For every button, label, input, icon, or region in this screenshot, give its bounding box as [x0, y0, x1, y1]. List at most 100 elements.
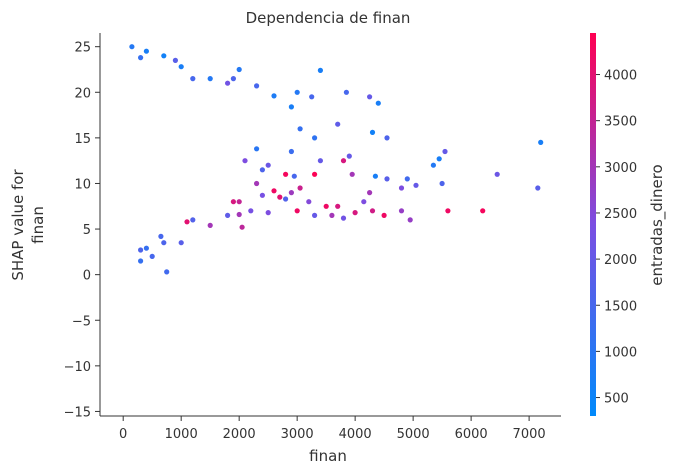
- y-tick-label: −5: [72, 314, 91, 329]
- data-point: [398, 208, 405, 214]
- data-point: [184, 219, 190, 225]
- data-point: [323, 203, 329, 209]
- data-point: [329, 212, 335, 218]
- data-point: [538, 139, 544, 145]
- y-tick-label: 15: [74, 132, 91, 147]
- data-point: [375, 100, 381, 106]
- colorbar-ticks: 500 1000 1500 2000 2500 3000 3500 4000: [596, 69, 637, 407]
- data-point: [143, 48, 149, 54]
- data-point: [271, 188, 277, 194]
- data-point: [436, 156, 442, 162]
- data-point: [335, 203, 341, 209]
- data-point: [297, 185, 303, 191]
- data-point: [367, 94, 373, 100]
- data-point: [494, 171, 500, 177]
- data-point: [259, 192, 265, 198]
- data-point: [312, 212, 318, 218]
- colorbar: [590, 33, 596, 416]
- x-tick-label: 0: [119, 427, 127, 442]
- data-point: [404, 176, 410, 182]
- y-tick-label: −15: [64, 405, 91, 420]
- data-point: [369, 129, 376, 135]
- data-point: [317, 158, 323, 164]
- data-point: [225, 212, 231, 218]
- data-point: [138, 55, 144, 61]
- data-point: [248, 208, 254, 214]
- x-axis-label: finan: [309, 447, 347, 465]
- x-axis-ticks: 0 1000 2000 3000 4000 5000 6000 7000: [119, 416, 546, 442]
- data-point: [254, 146, 260, 152]
- data-point: [306, 199, 312, 205]
- data-point: [335, 121, 341, 127]
- data-point: [535, 185, 541, 191]
- data-point: [161, 240, 167, 246]
- y-tick-label: 0: [83, 269, 91, 284]
- data-point: [349, 171, 355, 177]
- data-point: [340, 158, 347, 164]
- x-tick-label: 3000: [281, 427, 314, 442]
- data-point: [178, 240, 184, 246]
- data-point: [129, 44, 135, 50]
- data-point: [207, 222, 213, 228]
- data-point: [367, 190, 373, 196]
- data-point: [178, 64, 184, 70]
- data-point: [294, 208, 300, 214]
- data-point: [236, 199, 242, 205]
- data-point: [277, 194, 283, 200]
- data-point: [236, 211, 242, 218]
- data-point: [230, 199, 236, 205]
- y-tick-label: 20: [74, 86, 91, 101]
- data-point: [442, 148, 448, 155]
- colorbar-tick-label: 4000: [604, 69, 637, 84]
- y-axis-label-line-2: finan: [29, 206, 47, 244]
- y-tick-label: −10: [64, 360, 91, 375]
- data-point: [239, 224, 245, 230]
- y-tick-label: 10: [74, 177, 91, 192]
- y-axis-ticks: −15 −10 −5 0 5 10 15 20 25: [64, 41, 100, 420]
- colorbar-tick-label: 1000: [604, 345, 637, 360]
- data-point: [291, 173, 297, 179]
- data-point: [413, 182, 419, 188]
- data-point: [480, 208, 486, 214]
- data-point: [445, 208, 451, 214]
- colorbar-tick-label: 500: [604, 392, 629, 407]
- data-point: [207, 76, 213, 82]
- data-point: [190, 76, 196, 82]
- x-tick-label: 4000: [339, 427, 372, 442]
- data-point: [407, 217, 413, 223]
- data-point: [138, 247, 144, 253]
- x-tick-label: 5000: [397, 427, 430, 442]
- data-point: [288, 190, 294, 196]
- colorbar-tick-label: 3500: [604, 115, 637, 130]
- data-point: [254, 83, 260, 89]
- y-tick-label: 5: [83, 223, 91, 238]
- data-point: [149, 253, 155, 259]
- data-point: [369, 208, 376, 214]
- scatter-points: [129, 44, 544, 275]
- data-point: [317, 67, 323, 73]
- data-point: [372, 173, 378, 179]
- colorbar-tick-label: 3000: [604, 161, 637, 176]
- data-point: [309, 94, 315, 100]
- x-tick-label: 6000: [455, 427, 488, 442]
- data-point: [236, 66, 242, 73]
- data-point: [254, 180, 260, 187]
- data-point: [190, 217, 196, 223]
- data-point: [340, 215, 347, 221]
- data-point: [384, 176, 390, 182]
- data-point: [294, 89, 300, 95]
- data-point: [288, 148, 294, 155]
- colorbar-tick-label: 2000: [604, 253, 637, 268]
- colorbar-tick-label: 1500: [604, 299, 637, 314]
- data-point: [312, 135, 318, 141]
- data-point: [430, 162, 436, 168]
- data-point: [138, 258, 144, 264]
- y-axis-label-line-1: SHAP value for: [9, 169, 27, 281]
- chart-title: Dependencia de finan: [246, 9, 411, 27]
- data-point: [143, 245, 149, 251]
- x-tick-label: 2000: [223, 427, 256, 442]
- data-point: [225, 80, 231, 86]
- x-tick-label: 7000: [513, 427, 546, 442]
- data-point: [288, 104, 294, 110]
